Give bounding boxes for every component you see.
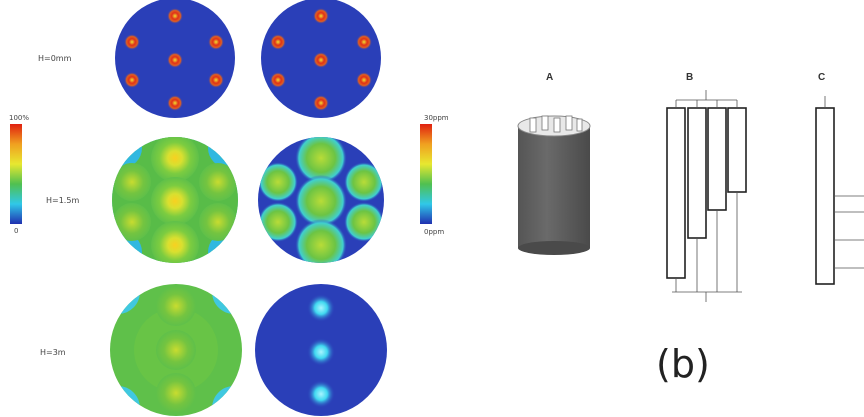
row-label-h3: H=3m: [40, 348, 66, 357]
disc-row2-right: [258, 137, 384, 263]
scale-left-bottom: 0: [14, 227, 19, 235]
panel-label-a: A: [546, 72, 554, 83]
color-scale-left: [10, 124, 22, 224]
scale-left-top: 100%: [9, 114, 30, 122]
color-scale-right: [420, 124, 432, 224]
panel-label-b: B: [686, 72, 694, 83]
scale-right-bottom: 0ppm: [424, 228, 445, 236]
disc-row3-right: [255, 284, 387, 416]
disc-row3-left: [110, 284, 242, 416]
row-label-h1-5: H=1.5m: [46, 196, 80, 205]
scale-right-top: 30ppm: [424, 114, 449, 122]
tube-diagram-b: [666, 90, 747, 302]
tube-diagram-c: [815, 96, 864, 285]
row-label-h0: H=0mm: [38, 54, 72, 63]
disc-row2-left: [112, 137, 238, 263]
disc-row1-right: [261, 0, 381, 118]
figure-caption: (b): [656, 342, 710, 386]
disc-row1-left: [115, 0, 235, 118]
cylinder-apparatus: [517, 115, 591, 255]
panel-label-c: C: [818, 72, 826, 83]
